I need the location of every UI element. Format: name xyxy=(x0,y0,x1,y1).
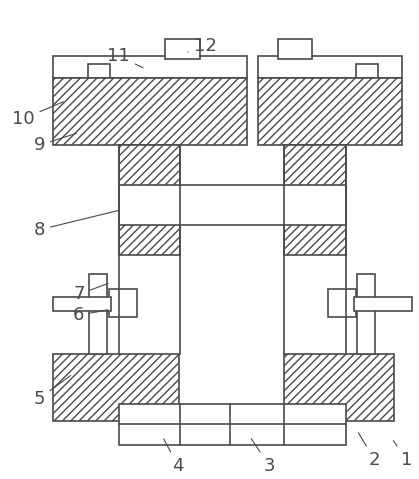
Bar xyxy=(357,274,375,354)
Bar xyxy=(53,56,247,78)
Text: 12: 12 xyxy=(188,37,217,55)
Bar xyxy=(119,146,180,255)
Bar xyxy=(277,39,312,59)
Bar xyxy=(88,64,110,78)
Text: 2: 2 xyxy=(358,433,380,469)
Text: 4: 4 xyxy=(164,439,184,475)
Bar xyxy=(258,78,402,146)
Bar xyxy=(119,404,346,445)
Bar xyxy=(285,354,394,422)
Text: 3: 3 xyxy=(251,439,275,475)
Text: 8: 8 xyxy=(34,211,118,239)
Text: 6: 6 xyxy=(73,306,108,324)
Bar xyxy=(285,146,346,255)
Bar xyxy=(166,39,200,59)
Text: 9: 9 xyxy=(34,133,76,154)
Bar xyxy=(53,354,179,422)
Bar xyxy=(89,274,107,354)
Bar xyxy=(109,289,137,317)
Bar xyxy=(53,297,111,311)
Text: 7: 7 xyxy=(73,284,108,303)
Bar xyxy=(356,64,378,78)
Bar xyxy=(53,78,247,146)
Text: 11: 11 xyxy=(107,47,143,68)
Bar xyxy=(328,289,356,317)
Bar xyxy=(119,185,346,225)
Bar xyxy=(354,297,411,311)
Text: 10: 10 xyxy=(12,102,63,127)
Text: 5: 5 xyxy=(34,376,71,408)
Text: 1: 1 xyxy=(393,441,412,469)
Bar xyxy=(258,56,402,78)
